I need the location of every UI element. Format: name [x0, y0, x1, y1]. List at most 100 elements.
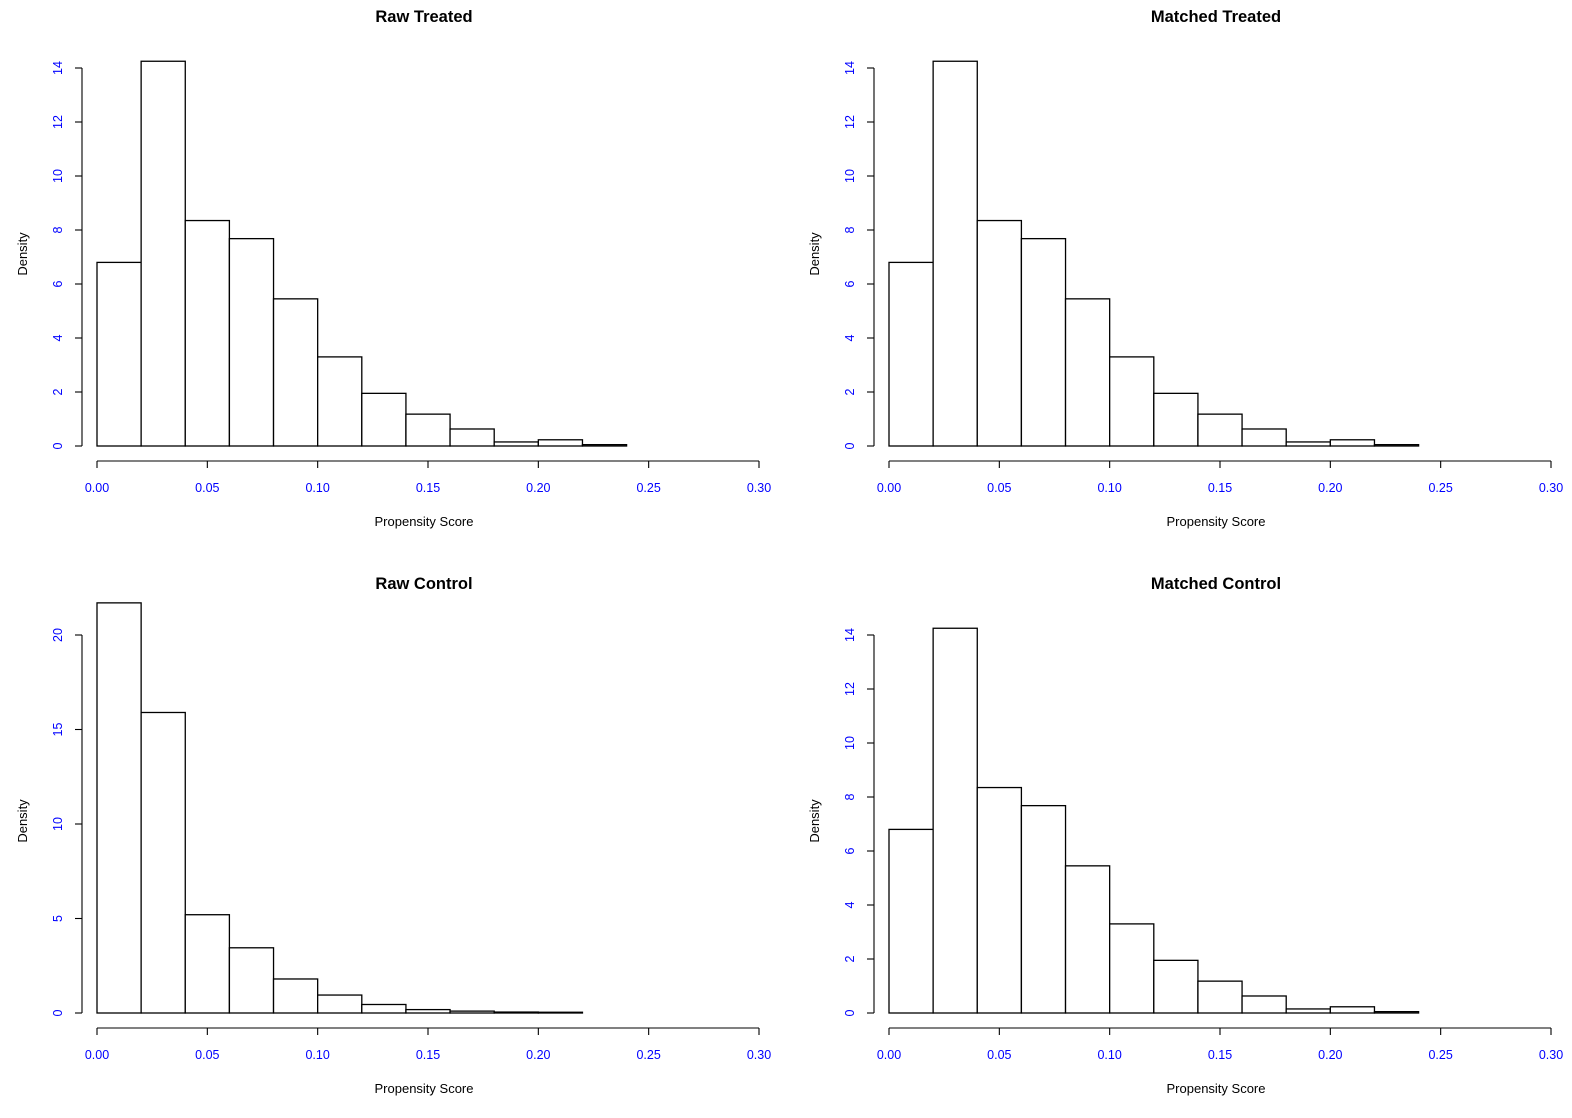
y-tick-label: 10	[51, 817, 65, 831]
y-tick-label: 0	[51, 442, 65, 449]
bars	[96, 60, 628, 447]
histogram-bar	[1153, 959, 1199, 1014]
chart-title: Matched Control	[1151, 575, 1281, 593]
y-tick-label: 12	[843, 115, 857, 129]
x-tick-label: 0.20	[526, 1048, 550, 1062]
x-tick-label: 0.05	[195, 1048, 219, 1062]
y-tick-label: 4	[843, 334, 857, 341]
y-tick-label: 8	[843, 793, 857, 800]
histogram-bar	[272, 978, 319, 1014]
histogram-bar	[1197, 980, 1243, 1014]
histogram-bar	[1285, 441, 1331, 447]
histogram-bar	[1285, 1008, 1331, 1014]
x-tick-label: 0.30	[1539, 481, 1563, 495]
x-tick-label: 0.20	[1318, 1048, 1342, 1062]
x-tick-label: 0.25	[1428, 481, 1452, 495]
histogram-bar	[976, 219, 1023, 447]
x-tick-label: 0.00	[877, 1048, 901, 1062]
y-tick-label: 14	[51, 61, 65, 75]
y-tick-label: 0	[51, 1009, 65, 1016]
histogram-bar	[184, 219, 231, 447]
y-tick-label: 14	[843, 61, 857, 75]
histogram-bar	[449, 1010, 495, 1014]
histogram-bar	[493, 1011, 539, 1014]
y-tick-label: 10	[843, 736, 857, 750]
y-tick-label: 2	[51, 388, 65, 395]
chart-matched-control: Matched Control Propensity Score Density…	[792, 567, 1572, 1118]
y-axis-label: Density	[807, 232, 822, 276]
y-tick-label: 4	[51, 334, 65, 341]
y-tick-label: 4	[843, 901, 857, 908]
x-tick-label: 0.00	[85, 481, 109, 495]
x-tick-label: 0.10	[305, 1048, 329, 1062]
y-tick-label: 6	[843, 280, 857, 287]
histogram-bar	[405, 413, 451, 447]
histogram-bar	[1329, 1006, 1376, 1014]
histogram-bar	[1109, 356, 1155, 447]
y-tick-label: 12	[51, 115, 65, 129]
histogram-bar	[493, 441, 539, 447]
y-tick-label: 6	[843, 847, 857, 854]
chart-svg: Matched Control Propensity Score Density…	[807, 575, 1563, 1096]
histogram-bar	[932, 627, 978, 1014]
chart-title: Raw Control	[375, 575, 472, 593]
x-tick-label: 0.25	[636, 1048, 660, 1062]
y-tick-label: 12	[843, 682, 857, 696]
histogram-bar	[1109, 923, 1155, 1014]
x-tick-label: 0.15	[1208, 481, 1232, 495]
chart-matched-treated: Matched Treated Propensity Score Density…	[792, 0, 1572, 551]
axes: 0.00 0.05 0.10 0.15 0.20 0.25 0.30 0 2 4 6 8 10 12 14	[843, 61, 1563, 495]
x-tick-label: 0.15	[416, 481, 440, 495]
histogram-bar	[1197, 413, 1243, 447]
histogram-bar	[96, 602, 142, 1014]
x-tick-label: 0.15	[1208, 1048, 1232, 1062]
y-axis-label: Density	[15, 799, 30, 843]
x-axis-label: Propensity Score	[1167, 1081, 1266, 1096]
histogram-bar	[976, 786, 1023, 1014]
histogram-bar	[1153, 392, 1199, 447]
chart-svg: Raw Control Propensity Score Density 0.0…	[15, 575, 771, 1096]
x-tick-label: 0.00	[877, 481, 901, 495]
x-tick-label: 0.10	[1097, 481, 1121, 495]
histogram-bar	[1020, 804, 1067, 1014]
x-axis-label: Propensity Score	[1167, 514, 1266, 529]
y-tick-label: 5	[51, 915, 65, 922]
x-axis-label: Propensity Score	[375, 1081, 474, 1096]
histogram-bar	[932, 60, 978, 447]
x-tick-label: 0.15	[416, 1048, 440, 1062]
histogram-bar	[1373, 1010, 1420, 1014]
histogram-bar	[1373, 443, 1420, 447]
histogram-bar	[1064, 865, 1111, 1014]
histogram-bar	[361, 392, 407, 447]
bars	[888, 627, 1420, 1014]
histogram-bar	[888, 828, 934, 1014]
axes: 0.00 0.05 0.10 0.15 0.20 0.25 0.30 0 2 4 6 8 10 12 14	[843, 628, 1563, 1062]
histogram-bar	[140, 711, 186, 1014]
histogram-bar	[1064, 298, 1111, 447]
y-tick-label: 14	[843, 628, 857, 642]
chart-title: Matched Treated	[1151, 8, 1281, 26]
x-tick-label: 0.05	[987, 1048, 1011, 1062]
y-tick-label: 10	[51, 169, 65, 183]
x-axis-label: Propensity Score	[375, 514, 474, 529]
chart-svg: Matched Treated Propensity Score Density…	[807, 8, 1563, 529]
y-tick-label: 10	[843, 169, 857, 183]
y-tick-label: 8	[843, 226, 857, 233]
histogram-bar	[537, 1011, 584, 1014]
x-tick-label: 0.05	[987, 481, 1011, 495]
x-tick-label: 0.10	[305, 481, 329, 495]
histogram-bar	[888, 261, 934, 447]
histogram-bar	[228, 237, 275, 447]
axes: 0.00 0.05 0.10 0.15 0.20 0.25 0.30 0 2 4 6 8 10 12 14	[51, 61, 771, 495]
x-tick-label: 0.30	[747, 1048, 771, 1062]
chart-title: Raw Treated	[375, 8, 472, 26]
x-tick-label: 0.30	[747, 481, 771, 495]
x-tick-label: 0.30	[1539, 1048, 1563, 1062]
x-tick-label: 0.10	[1097, 1048, 1121, 1062]
chart-svg: Raw Treated Propensity Score Density 0.0…	[15, 8, 771, 529]
histogram-bar	[96, 261, 142, 447]
chart-raw-control: Raw Control Propensity Score Density 0.0…	[0, 567, 786, 1118]
y-tick-label: 6	[51, 280, 65, 287]
x-tick-label: 0.20	[526, 481, 550, 495]
histogram-bar	[140, 60, 186, 447]
